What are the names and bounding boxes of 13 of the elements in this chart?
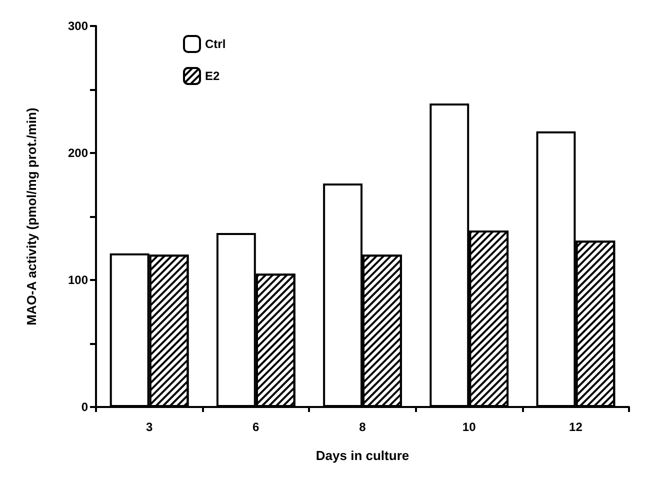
x-tick-label: 12	[569, 420, 583, 434]
y-tick-label: 100	[68, 273, 88, 287]
y-axis-title: MAO-A activity (pmol/mg prot./min)	[24, 108, 39, 326]
legend-label: Ctrl	[205, 37, 226, 51]
y-tick-label: 200	[68, 146, 88, 160]
x-axis-title: Days in culture	[316, 448, 410, 463]
x-tick-label: 3	[146, 420, 153, 434]
x-tick-label: 10	[462, 420, 476, 434]
x-tick-label: 6	[252, 420, 260, 434]
x-tick-label: 8	[359, 420, 366, 434]
legend-label: E2	[205, 69, 220, 83]
y-tick-label: 300	[68, 19, 88, 33]
y-tick-label: 0	[81, 400, 88, 414]
